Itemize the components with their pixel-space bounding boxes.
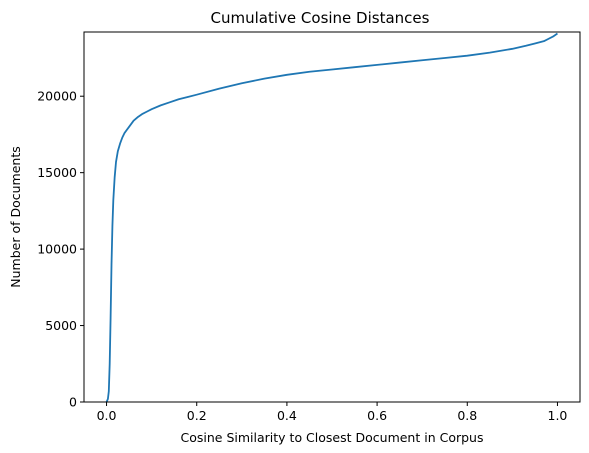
x-tick-label: 0.4 [277,408,297,423]
chart-title: Cumulative Cosine Distances [211,9,430,27]
x-tick-label: 0.6 [367,408,387,423]
x-axis: 0.0 0.2 0.4 0.6 0.8 1.0 [97,402,568,423]
series-line-0 [105,32,558,403]
x-tick-label: 0.8 [457,408,477,423]
y-tick-label: 10000 [37,242,77,257]
y-axis-label: Number of Documents [8,146,23,287]
plot-layer [105,32,558,403]
y-tick-label: 15000 [37,165,77,180]
y-tick-label: 5000 [45,318,77,333]
x-tick-label: 0.0 [97,408,117,423]
y-axis: 0 5000 10000 15000 20000 [37,89,84,410]
x-tick-label: 1.0 [548,408,568,423]
plot-frame [83,31,581,403]
y-tick-label: 0 [69,395,77,410]
x-axis-label: Cosine Similarity to Closest Document in… [181,430,484,445]
y-tick-label: 20000 [37,89,77,104]
x-tick-label: 0.2 [187,408,207,423]
